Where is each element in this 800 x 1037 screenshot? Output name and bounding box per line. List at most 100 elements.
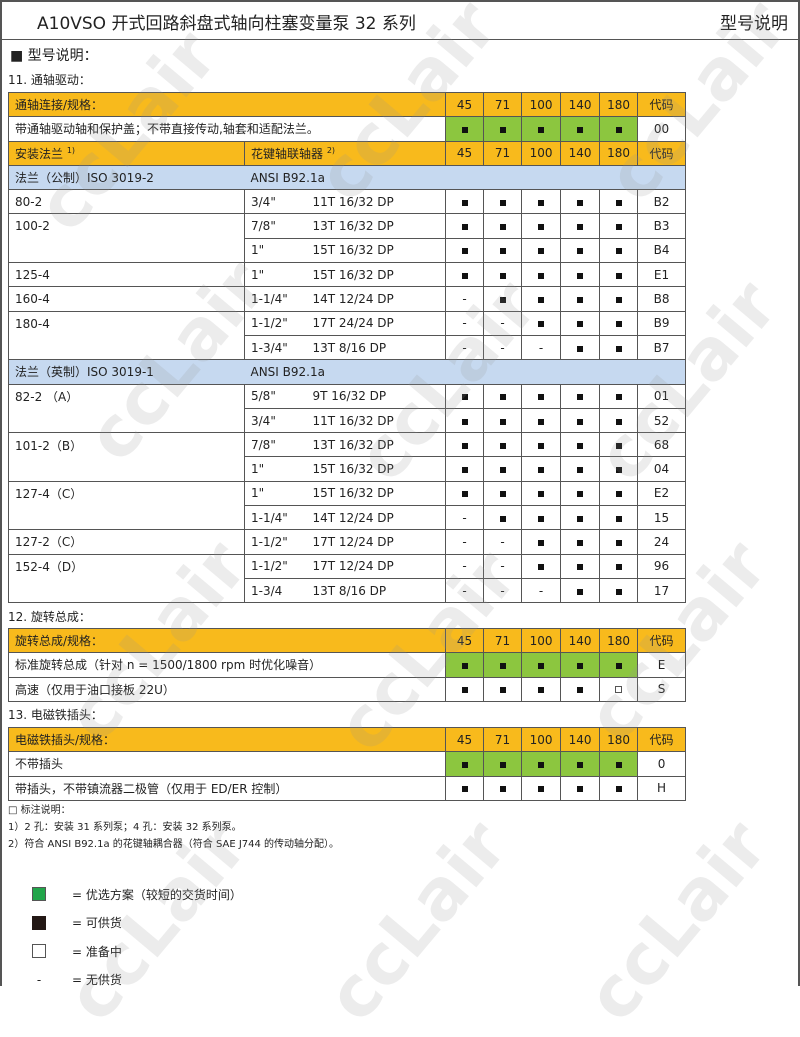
availability-cell bbox=[560, 286, 601, 312]
section-13-title: 13. 电磁铁插头： bbox=[8, 708, 103, 722]
row-label: 带通轴驱动轴和保护盖；不带直接传动,轴套和适配法兰。 bbox=[7, 116, 447, 142]
available-icon bbox=[577, 539, 584, 546]
availability-cell bbox=[560, 213, 601, 239]
availability-cell bbox=[521, 456, 562, 482]
availability-cell bbox=[483, 480, 523, 507]
page-title: A10VSO 开式回路斜盘式轴向柱塞变量泵 32 系列 bbox=[37, 14, 416, 34]
table-row: 82-2 （A） 5/8" 9T 16/32 DP 01 bbox=[8, 383, 687, 409]
flange-cell bbox=[8, 335, 245, 361]
available-icon bbox=[538, 418, 545, 425]
availability-cell bbox=[483, 383, 523, 409]
row-code: S bbox=[637, 676, 687, 702]
available-icon bbox=[499, 662, 506, 669]
size-header-140: 140 bbox=[560, 726, 601, 753]
table-row: 带插头，不带镇流器二极管（仅用于 ED/ER 控制） H bbox=[7, 775, 687, 801]
spline-size: 1-1/2" bbox=[244, 529, 307, 555]
available-icon bbox=[461, 687, 468, 694]
flange-cell: 127-2（C） bbox=[8, 529, 245, 555]
not-available-icon: - bbox=[500, 316, 505, 331]
availability-cell bbox=[599, 383, 639, 409]
size-header-140: 140 bbox=[560, 627, 601, 654]
available-icon bbox=[538, 687, 545, 694]
available-icon bbox=[499, 786, 506, 793]
available-icon bbox=[538, 248, 545, 255]
flange-cell: 82-2 （A） bbox=[8, 383, 245, 409]
page-frame bbox=[0, 0, 800, 986]
availability-cell bbox=[483, 751, 523, 777]
availability-cell bbox=[445, 383, 485, 409]
available-icon bbox=[538, 662, 545, 669]
size-header-71: 71 bbox=[483, 726, 523, 753]
not-available-icon: - bbox=[462, 534, 467, 549]
spline-spec: 9T 16/32 DP bbox=[306, 383, 447, 409]
availability-cell bbox=[521, 505, 562, 531]
section-12-title: 12. 旋转总成： bbox=[8, 610, 91, 624]
table-row: 1" 15T 16/32 DP 04 bbox=[8, 456, 687, 482]
legend-item: = 优选方案（较短的交货时间） bbox=[32, 880, 242, 909]
availability-cell bbox=[445, 751, 485, 777]
row-code: 68 bbox=[637, 432, 687, 458]
available-icon bbox=[461, 491, 468, 498]
available-icon bbox=[615, 321, 622, 328]
size-header-180: 180 bbox=[599, 91, 639, 118]
availability-cell: - bbox=[445, 310, 485, 336]
row-code: 96 bbox=[637, 553, 687, 579]
availability-cell bbox=[560, 237, 601, 264]
row-code: 01 bbox=[637, 383, 687, 409]
flange-cell: 100-2 bbox=[8, 213, 245, 239]
availability-cell bbox=[483, 189, 523, 215]
size-header-45: 45 bbox=[445, 140, 485, 166]
availability-cell bbox=[599, 652, 639, 678]
availability-cell bbox=[560, 262, 601, 288]
available-icon bbox=[461, 394, 468, 401]
not-available-icon: - bbox=[500, 534, 505, 549]
availability-cell bbox=[560, 334, 601, 361]
availability-cell bbox=[560, 505, 601, 531]
not-available-icon: - bbox=[462, 510, 467, 525]
availability-cell bbox=[483, 262, 523, 288]
row-code: 24 bbox=[637, 529, 687, 555]
spline-size: 1-1/4" bbox=[244, 505, 307, 531]
availability-cell bbox=[445, 237, 485, 264]
available-icon bbox=[615, 786, 622, 793]
availability-cell bbox=[483, 237, 523, 264]
availability-cell bbox=[599, 213, 639, 239]
availability-cell bbox=[599, 310, 639, 336]
availability-cell bbox=[445, 407, 485, 434]
available-icon bbox=[577, 467, 584, 474]
available-icon bbox=[461, 467, 468, 474]
header-label: 电磁铁插头/规格： bbox=[7, 726, 447, 753]
table-header: 旋转总成/规格： 45 71 100 140 180 代码 bbox=[7, 627, 687, 654]
flange-cell: 101-2（B） bbox=[8, 432, 245, 457]
available-icon bbox=[615, 199, 622, 206]
available-icon bbox=[538, 199, 545, 206]
availability-cell: - bbox=[445, 286, 485, 312]
availability-cell bbox=[445, 116, 485, 142]
availability-cell: - bbox=[483, 577, 523, 604]
available-icon bbox=[538, 321, 545, 328]
spline-size: 3/4" bbox=[244, 407, 307, 434]
available-icon bbox=[577, 272, 584, 279]
availability-cell: - bbox=[483, 553, 523, 579]
available-icon bbox=[615, 442, 622, 449]
availability-cell bbox=[599, 237, 639, 264]
available-icon bbox=[615, 539, 622, 546]
availability-cell bbox=[445, 775, 485, 801]
size-header-71: 71 bbox=[483, 140, 523, 166]
availability-cell bbox=[483, 676, 523, 702]
size-header-180: 180 bbox=[599, 726, 639, 753]
available-icon bbox=[461, 126, 468, 133]
size-header-100: 100 bbox=[521, 91, 562, 118]
availability-cell bbox=[521, 213, 562, 239]
open-square-icon bbox=[32, 944, 46, 959]
not-available-icon: - bbox=[538, 340, 544, 355]
available-icon bbox=[499, 687, 506, 694]
table-row: 高速（仅用于油口接板 22U） S bbox=[7, 676, 687, 702]
spline-header: 花键轴联轴器 2) bbox=[243, 140, 447, 166]
spline-spec: 15T 16/32 DP bbox=[306, 480, 447, 507]
available-icon bbox=[538, 224, 545, 231]
spline-size: 1" bbox=[244, 262, 307, 288]
available-icon bbox=[577, 394, 584, 401]
row-code: 00 bbox=[637, 116, 687, 142]
available-icon bbox=[499, 418, 506, 425]
